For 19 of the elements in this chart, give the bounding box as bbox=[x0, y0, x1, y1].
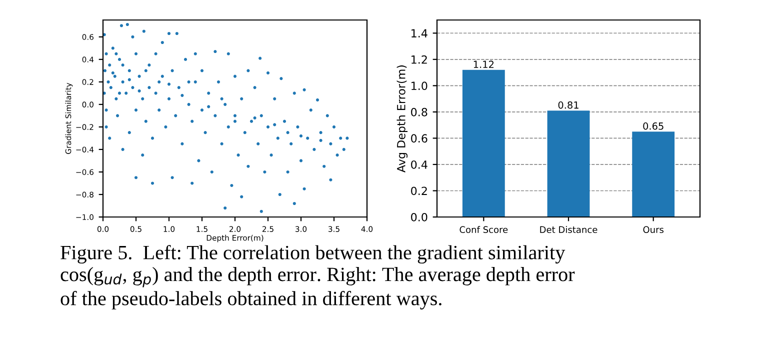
y-tick-label: 0.6 bbox=[411, 134, 428, 143]
data-label: 0.65 bbox=[643, 122, 664, 130]
y-tick-label: 0.0 bbox=[411, 212, 428, 222]
y-axis-title: Avg Depth Error(m) bbox=[396, 65, 408, 172]
bar bbox=[462, 70, 505, 217]
y-tick-label: 1.0 bbox=[412, 82, 428, 90]
x-tick-label: Ours bbox=[643, 226, 664, 234]
y-tick-label: 0.4 bbox=[411, 160, 428, 169]
x-tick-label: Conf Score bbox=[460, 226, 508, 234]
y-tick-label: 1.4 bbox=[412, 29, 428, 38]
data-label: 1.12 bbox=[474, 60, 494, 68]
bar bbox=[547, 110, 590, 217]
caption: Figure 5. Left: The correlation between the gradient similarity cos(g$_{ud}$, g$_{p}$) and the depth error. Right: The average depth error of the pseudo-labels obtained in different ways. bbox=[60, 245, 575, 310]
data-label: 0.81 bbox=[558, 101, 578, 109]
y-tick-label: 1.2 bbox=[412, 55, 427, 64]
y-tick-label: 0.2 bbox=[411, 186, 427, 196]
y-tick-label: 0.8 bbox=[411, 108, 428, 116]
x-tick-label: Det Distance bbox=[540, 226, 598, 234]
bar bbox=[632, 132, 675, 217]
